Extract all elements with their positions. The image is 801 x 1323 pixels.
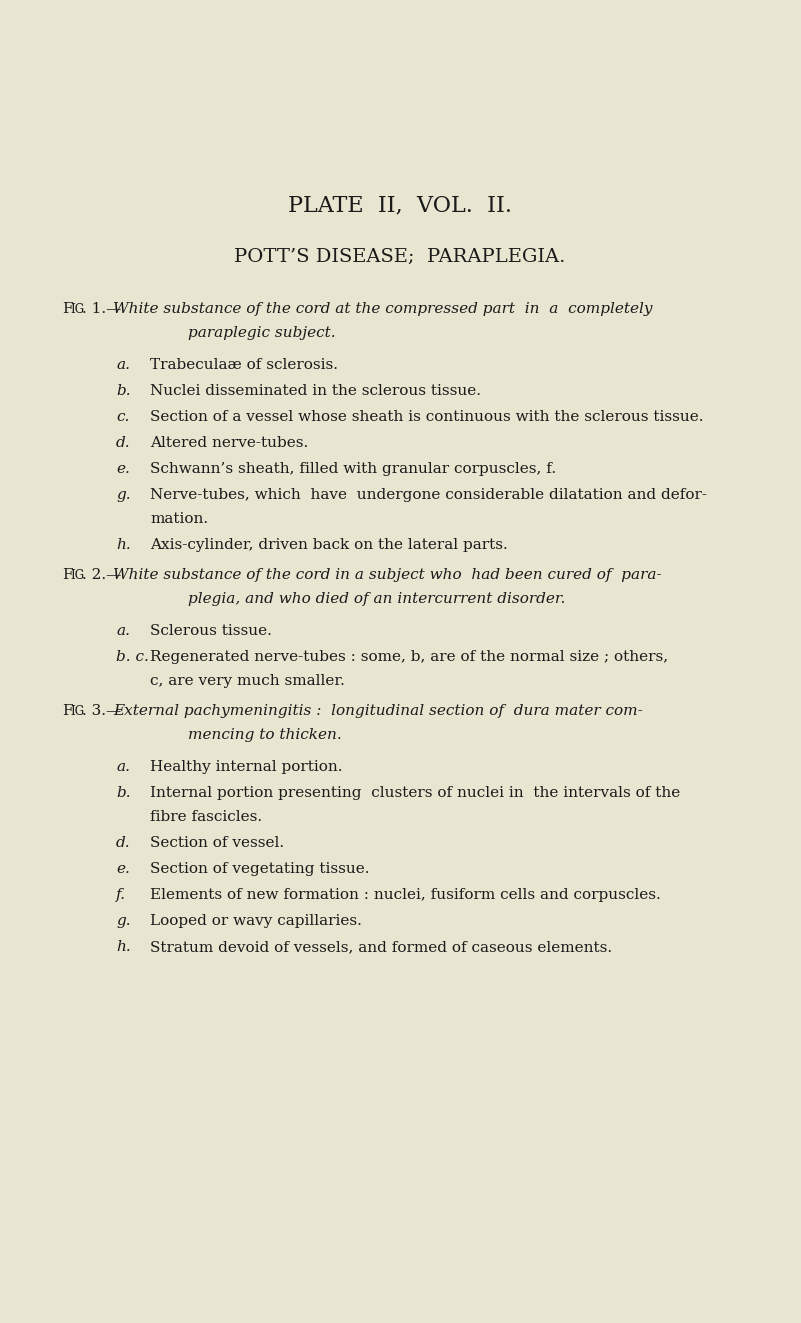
Text: Looped or wavy capillaries.: Looped or wavy capillaries. — [150, 914, 362, 927]
Text: plegia, and who died of an intercurrent disorder.: plegia, and who died of an intercurrent … — [188, 591, 566, 606]
Text: a.: a. — [116, 624, 130, 638]
Text: e.: e. — [116, 462, 130, 476]
Text: . 3.—: . 3.— — [82, 704, 121, 718]
Text: g.: g. — [116, 488, 131, 501]
Text: b.: b. — [116, 384, 131, 398]
Text: Section of vessel.: Section of vessel. — [150, 836, 284, 849]
Text: IG: IG — [70, 705, 84, 718]
Text: White substance of the cord at the compressed part  in  a  completely: White substance of the cord at the compr… — [113, 302, 653, 316]
Text: h.: h. — [116, 941, 131, 954]
Text: Healthy internal portion.: Healthy internal portion. — [150, 759, 343, 774]
Text: F: F — [62, 704, 73, 718]
Text: d.: d. — [116, 437, 131, 450]
Text: fibre fascicles.: fibre fascicles. — [150, 810, 262, 824]
Text: Altered nerve-tubes.: Altered nerve-tubes. — [150, 437, 308, 450]
Text: Section of a vessel whose sheath is continuous with the sclerous tissue.: Section of a vessel whose sheath is cont… — [150, 410, 703, 423]
Text: Schwann’s sheath, filled with granular corpuscles, f.: Schwann’s sheath, filled with granular c… — [150, 462, 556, 476]
Text: F: F — [62, 568, 73, 582]
Text: g.: g. — [116, 914, 131, 927]
Text: External pachymeningitis :  longitudinal section of  dura mater com-: External pachymeningitis : longitudinal … — [113, 704, 642, 718]
Text: Stratum devoid of vessels, and formed of caseous elements.: Stratum devoid of vessels, and formed of… — [150, 941, 612, 954]
Text: Regenerated nerve-tubes : some, b, are of the normal size ; others,: Regenerated nerve-tubes : some, b, are o… — [150, 650, 668, 664]
Text: . 1.—: . 1.— — [82, 302, 122, 316]
Text: IG: IG — [70, 303, 84, 316]
Text: f.: f. — [116, 888, 126, 902]
Text: IG: IG — [70, 569, 84, 582]
Text: mencing to thicken.: mencing to thicken. — [188, 728, 342, 742]
Text: Section of vegetating tissue.: Section of vegetating tissue. — [150, 863, 369, 876]
Text: Nuclei disseminated in the sclerous tissue.: Nuclei disseminated in the sclerous tiss… — [150, 384, 481, 398]
Text: Elements of new formation : nuclei, fusiform cells and corpuscles.: Elements of new formation : nuclei, fusi… — [150, 888, 661, 902]
Text: b.: b. — [116, 786, 131, 800]
Text: c, are very much smaller.: c, are very much smaller. — [150, 673, 345, 688]
Text: h.: h. — [116, 538, 131, 552]
Text: e.: e. — [116, 863, 130, 876]
Text: c.: c. — [116, 410, 130, 423]
Text: Internal portion presenting  clusters of nuclei in  the intervals of the: Internal portion presenting clusters of … — [150, 786, 680, 800]
Text: . 2.—: . 2.— — [82, 568, 122, 582]
Text: Nerve-tubes, which  have  undergone considerable dilatation and defor-: Nerve-tubes, which have undergone consid… — [150, 488, 707, 501]
Text: F: F — [62, 302, 73, 316]
Text: b. c.: b. c. — [116, 650, 149, 664]
Text: PLATE  II,  VOL.  II.: PLATE II, VOL. II. — [288, 194, 512, 216]
Text: Sclerous tissue.: Sclerous tissue. — [150, 624, 272, 638]
Text: a.: a. — [116, 359, 130, 372]
Text: POTT’S DISEASE;  PARAPLEGIA.: POTT’S DISEASE; PARAPLEGIA. — [235, 247, 566, 266]
Text: Axis-cylinder, driven back on the lateral parts.: Axis-cylinder, driven back on the latera… — [150, 538, 508, 552]
Text: Trabeculaæ of sclerosis.: Trabeculaæ of sclerosis. — [150, 359, 338, 372]
Text: d.: d. — [116, 836, 131, 849]
Text: paraplegic subject.: paraplegic subject. — [188, 325, 336, 340]
Text: a.: a. — [116, 759, 130, 774]
Text: mation.: mation. — [150, 512, 208, 527]
Text: White substance of the cord in a subject who  had been cured of  para-: White substance of the cord in a subject… — [113, 568, 662, 582]
